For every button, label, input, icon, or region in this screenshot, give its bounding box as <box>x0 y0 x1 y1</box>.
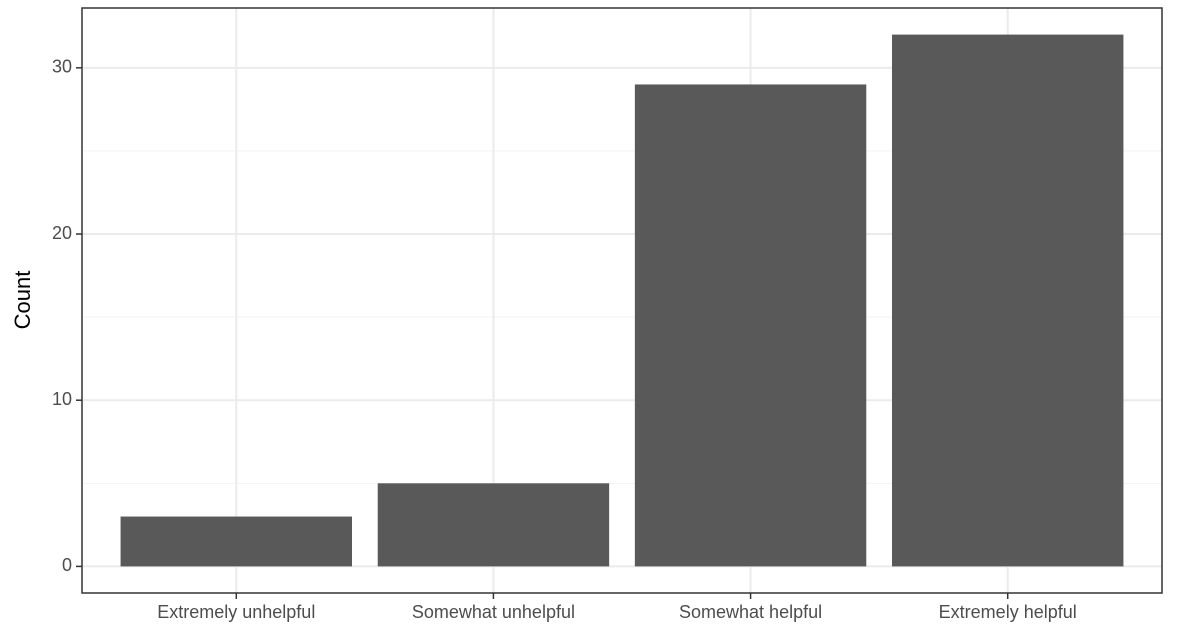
panel-border <box>81 7 1163 594</box>
y-tick-label: 30 <box>52 57 72 77</box>
x-tick-label: Extremely unhelpful <box>157 602 315 622</box>
x-tick-label: Somewhat unhelpful <box>412 602 575 622</box>
x-tick-label: Somewhat helpful <box>679 602 822 622</box>
bar <box>634 84 867 567</box>
y-axis-label: Count <box>10 271 35 330</box>
bar <box>892 34 1124 567</box>
y-tick-label: 0 <box>62 555 72 575</box>
bar <box>120 516 352 567</box>
x-tick-label: Extremely helpful <box>939 602 1077 622</box>
y-tick-label: 10 <box>52 389 72 409</box>
bar <box>377 483 610 567</box>
y-tick-label: 20 <box>52 223 72 243</box>
